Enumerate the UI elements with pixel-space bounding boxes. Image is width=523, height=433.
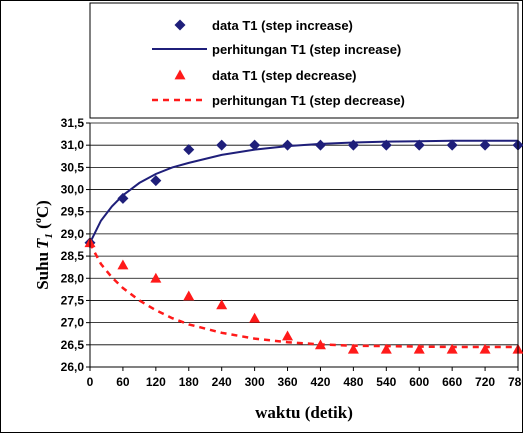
series-0-point-7	[314, 139, 326, 151]
series-2-point-6	[282, 330, 294, 341]
series-0-point-8	[347, 139, 359, 151]
x-tick-label-2: 120	[146, 375, 166, 389]
series-0-point-12	[479, 139, 491, 151]
x-tick-label-5: 300	[245, 375, 265, 389]
series-2-point-8	[347, 343, 359, 354]
x-tick-label-3: 180	[179, 375, 199, 389]
y-axis-title-unit-open: (	[33, 223, 52, 233]
x-tick-label-10: 600	[409, 375, 429, 389]
y-tick-label-9: 30,5	[61, 160, 85, 174]
y-axis-title-subscript: 1	[43, 233, 55, 239]
series-0-point-5	[249, 139, 261, 151]
series-2-point-4	[216, 299, 228, 310]
axes	[86, 122, 519, 371]
series-0-point-4	[216, 139, 228, 151]
y-tick-label-0: 26,0	[61, 360, 85, 374]
x-tick-label-6: 360	[278, 375, 298, 389]
y-tick-label-10: 31,0	[61, 138, 85, 152]
legend-label-0: data T1 (step increase)	[212, 18, 353, 33]
legend-entry-2: data T1 (step decrease)	[174, 68, 357, 83]
y-axis-title-degree: o	[33, 218, 44, 223]
x-axis-title: waktu (detik)	[255, 403, 353, 422]
series-2-point-5	[249, 312, 261, 323]
y-axis-title-symbol: T	[33, 238, 52, 249]
legend-box	[89, 2, 519, 119]
x-tick-label-9: 540	[376, 375, 396, 389]
x-tick-label-4: 240	[212, 375, 232, 389]
legend-entry-1: perhitungan T1 (step increase)	[152, 42, 401, 57]
series-2-point-7	[314, 339, 326, 350]
series-0-point-1	[117, 192, 129, 204]
series-0-point-11	[446, 139, 458, 151]
x-tick-label-13: 780	[508, 375, 523, 389]
legend-swatch-0	[174, 19, 186, 31]
series-2-point-1	[117, 259, 129, 270]
x-tick-label-11: 660	[442, 375, 462, 389]
plot-area	[90, 123, 518, 367]
y-axis-title: Suhu T1 (oC)	[33, 200, 55, 290]
y-tick-label-8: 30,0	[61, 183, 85, 197]
series-0-point-3	[183, 144, 195, 156]
series-0-point-2	[150, 175, 162, 187]
series-0-point-10	[413, 139, 425, 151]
x-tick-label-8: 480	[343, 375, 363, 389]
x-tick-label-12: 720	[475, 375, 495, 389]
series-layer	[84, 139, 523, 354]
y-tick-label-2: 27,0	[61, 316, 85, 330]
series-2-point-10	[413, 343, 425, 354]
legend: data T1 (step increase) perhitungan T1 (s…	[152, 18, 405, 108]
series-2-point-11	[446, 343, 458, 354]
x-tick-label-7: 420	[310, 375, 330, 389]
legend-label-2: data T1 (step decrease)	[212, 68, 357, 83]
legend-label-3: perhitungan T1 (step decrease)	[212, 93, 405, 108]
series-2-point-12	[479, 343, 491, 354]
series-0	[84, 139, 523, 249]
x-tick-label-1: 60	[116, 375, 130, 389]
series-2-point-3	[183, 290, 195, 301]
y-axis-title-prefix: Suhu	[33, 252, 52, 290]
series-0-point-9	[380, 139, 392, 151]
legend-entry-0: data T1 (step increase)	[174, 18, 353, 33]
legend-swatch-2	[174, 69, 186, 80]
x-tick-label-0: 0	[87, 375, 94, 389]
series-2-point-9	[380, 343, 392, 354]
y-tick-label-1: 26,5	[61, 338, 85, 352]
tick-labels: 26,0 26,5 27,0 27,5 28,0 28,5 29,0 29,5 30,0 30,5…	[61, 116, 523, 389]
y-axis-title-unit-close: C)	[33, 200, 52, 218]
legend-label-1: perhitungan T1 (step increase)	[212, 42, 401, 57]
y-tick-label-4: 28,0	[61, 271, 85, 285]
series-2-point-2	[150, 272, 162, 283]
y-tick-label-7: 29,5	[61, 205, 85, 219]
y-tick-label-6: 29,0	[61, 227, 85, 241]
y-tick-label-11: 31,5	[61, 116, 85, 130]
series-0-point-6	[282, 139, 294, 151]
legend-entry-3: perhitungan T1 (step decrease)	[152, 93, 405, 108]
y-tick-label-5: 28,5	[61, 249, 85, 263]
y-tick-label-3: 27,5	[61, 293, 85, 307]
